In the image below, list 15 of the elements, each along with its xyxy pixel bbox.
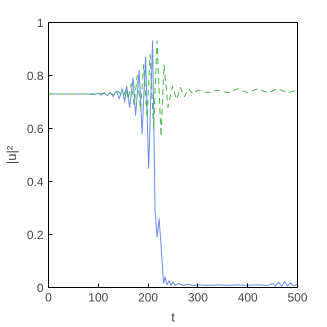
x-tick-label: 100: [88, 290, 109, 304]
y-tick-label: 0: [36, 281, 44, 295]
line-series: [48, 40, 298, 137]
y-tick-label: 0.6: [26, 122, 44, 136]
x-tick-label: 200: [138, 290, 158, 304]
x-axis-title: t: [171, 310, 176, 324]
y-tick-label: 1: [36, 16, 44, 30]
y-axis-title: |u|²: [4, 145, 19, 164]
x-tick-label: 0: [45, 290, 52, 304]
x-tick-label: 500: [287, 290, 308, 304]
y-tick-label: 0.8: [26, 69, 44, 83]
x-tick-label: 300: [188, 290, 208, 304]
x-tick-label: 400: [238, 290, 258, 304]
y-tick-label: 0.2: [26, 228, 44, 242]
y-tick-label: 0.4: [26, 175, 44, 189]
